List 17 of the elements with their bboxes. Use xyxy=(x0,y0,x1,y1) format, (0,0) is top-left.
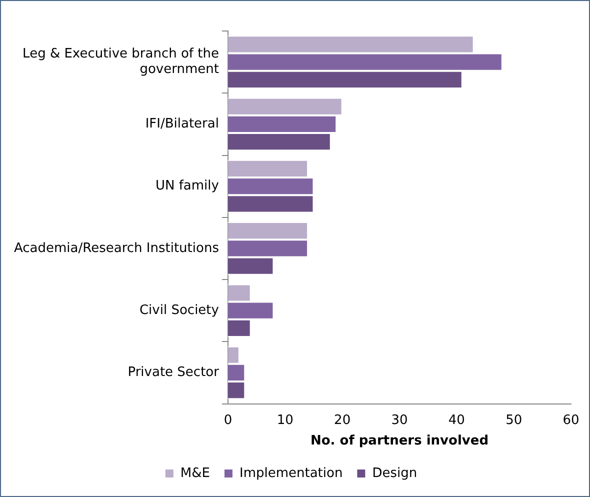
y-tick-label: Private Sector xyxy=(128,365,220,380)
y-tick-label: IFI/Bilateral xyxy=(145,116,219,132)
y-tick-label: Civil Society xyxy=(139,302,220,318)
legend-label: M&E xyxy=(180,466,210,481)
legend-label: Implementation xyxy=(239,466,343,481)
legend-label: Design xyxy=(372,466,418,481)
y-tick-label: Leg & Executive branch of the government xyxy=(22,46,219,78)
y-tick-label: UN family xyxy=(155,178,220,194)
x-axis-title: No. of partners involved xyxy=(310,434,488,449)
x-tick-label: 20 xyxy=(334,412,351,428)
x-tick-label: 10 xyxy=(276,412,294,428)
y-tick-label: Academia/Research Institutions xyxy=(14,240,220,256)
x-tick-label: 60 xyxy=(562,412,580,428)
x-tick-label: 50 xyxy=(506,412,522,428)
x-tick-label: 0 xyxy=(224,412,232,428)
x-tick-label: 30 xyxy=(391,412,408,428)
x-tick-label: 40 xyxy=(448,412,465,428)
